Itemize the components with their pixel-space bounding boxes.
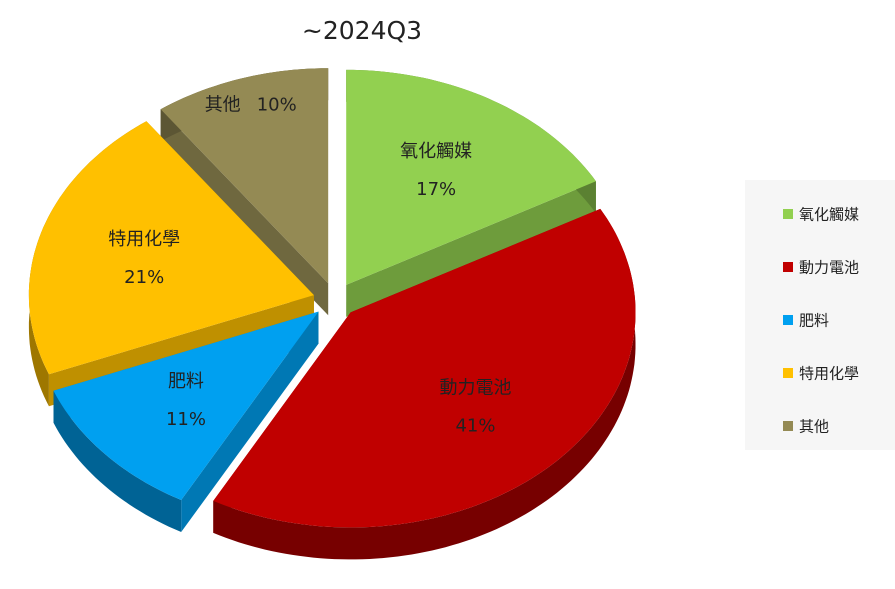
value-label: 11%: [166, 409, 206, 430]
slice-side: [160, 109, 329, 316]
slice: [28, 121, 314, 375]
slice-side: [213, 208, 636, 560]
value-label: 10%: [257, 94, 297, 115]
value-label: 21%: [124, 267, 164, 288]
slice-side: [181, 311, 319, 532]
legend-label: 動力電池: [799, 259, 859, 277]
slice-side: [53, 390, 182, 532]
slice-label: 特用化學: [108, 229, 180, 250]
value-label: 17%: [416, 179, 456, 200]
slice: [346, 69, 596, 285]
legend-box: [745, 180, 895, 450]
legend-label: 肥料: [799, 312, 829, 330]
legend-swatch: [783, 262, 793, 272]
slice-label: 其他: [205, 94, 241, 115]
slice-label: 肥料: [168, 371, 204, 392]
legend-label: 其他: [799, 418, 829, 436]
legend-label: 特用化學: [799, 365, 859, 383]
legend-swatch: [783, 421, 793, 431]
legend-label: 氧化觸媒: [799, 206, 859, 224]
slice-side: [346, 181, 596, 317]
legend-swatch: [783, 209, 793, 219]
chart-title: ~2024Q3: [302, 16, 422, 45]
legend-swatch: [783, 315, 793, 325]
slice: [213, 208, 636, 528]
value-label: 41%: [455, 416, 495, 437]
slice-label: 動力電池: [440, 378, 512, 399]
slice: [53, 311, 319, 500]
slice-label: 氧化觸媒: [400, 141, 472, 162]
legend-swatch: [783, 368, 793, 378]
slice: [160, 68, 329, 284]
